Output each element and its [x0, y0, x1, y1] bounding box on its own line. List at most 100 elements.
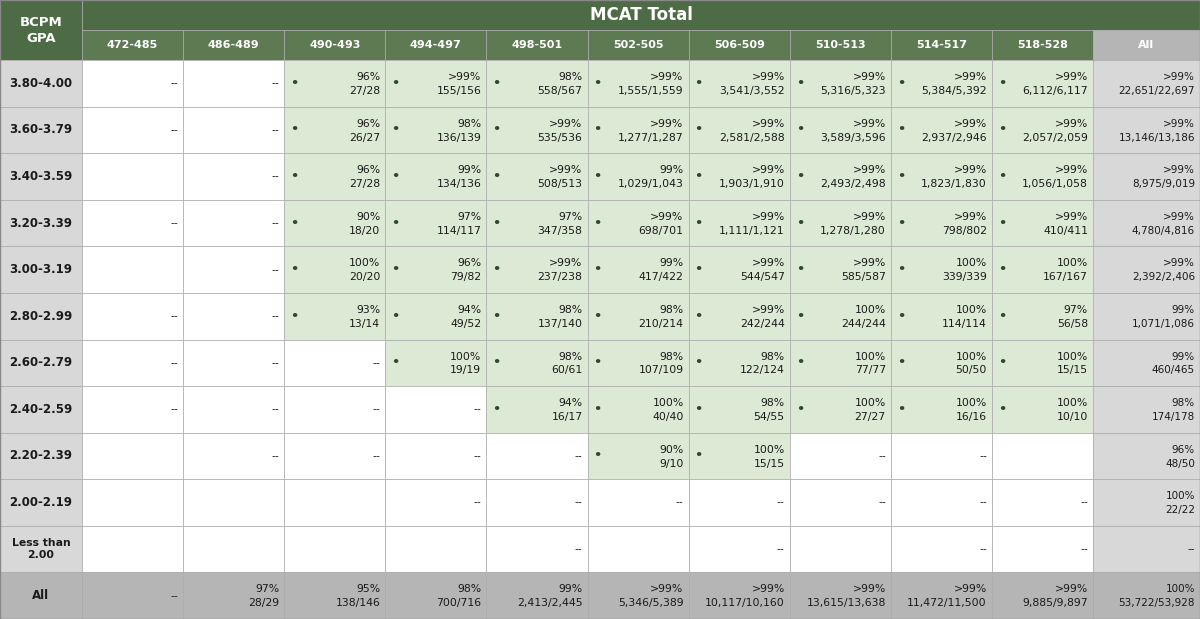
Text: 1,555/1,559: 1,555/1,559 [618, 86, 684, 96]
Bar [486, 30, 588, 60]
Bar [1093, 30, 1200, 60]
Bar [588, 433, 689, 479]
Text: >99%: >99% [852, 212, 886, 222]
Text: --: -- [170, 358, 178, 368]
Text: 1,903/1,910: 1,903/1,910 [719, 179, 785, 189]
Bar [184, 153, 284, 200]
Text: 98%: 98% [558, 305, 582, 315]
Text: •: • [594, 263, 601, 276]
Text: •: • [594, 77, 601, 90]
Bar [0, 106, 82, 153]
Text: 4,780/4,816: 4,780/4,816 [1132, 226, 1195, 236]
Text: 22,651/22,697: 22,651/22,697 [1118, 86, 1195, 96]
Bar [486, 246, 588, 293]
Text: 107/109: 107/109 [638, 365, 684, 376]
Text: >99%: >99% [1163, 212, 1195, 222]
Bar [790, 60, 890, 106]
Text: 1,071/1,086: 1,071/1,086 [1132, 319, 1195, 329]
Bar [992, 479, 1093, 526]
Text: 3,589/3,596: 3,589/3,596 [820, 132, 886, 142]
Text: 90%: 90% [659, 444, 684, 455]
Text: >99%: >99% [550, 119, 582, 129]
Bar [588, 200, 689, 246]
Bar [790, 200, 890, 246]
Bar [284, 479, 385, 526]
Text: 100%: 100% [854, 305, 886, 315]
Text: --: -- [1080, 498, 1088, 508]
Text: 494-497: 494-497 [410, 40, 462, 50]
Text: 10/10: 10/10 [1057, 412, 1088, 422]
Text: 98%: 98% [660, 352, 684, 361]
Text: 2,493/2,498: 2,493/2,498 [820, 179, 886, 189]
Text: 16/16: 16/16 [955, 412, 986, 422]
Bar [588, 339, 689, 386]
Bar [890, 479, 992, 526]
Text: •: • [594, 310, 601, 322]
Bar [790, 246, 890, 293]
Bar [992, 433, 1093, 479]
Bar [689, 573, 790, 619]
Bar [486, 386, 588, 433]
Text: •: • [290, 170, 299, 183]
Bar [284, 153, 385, 200]
Bar [82, 246, 184, 293]
Text: >99%: >99% [550, 165, 582, 175]
Text: 96%: 96% [356, 119, 380, 129]
Bar [184, 60, 284, 106]
Text: --: -- [271, 265, 280, 275]
Text: 95%: 95% [356, 584, 380, 594]
Bar [0, 293, 82, 339]
Text: >99%: >99% [954, 212, 986, 222]
Bar [486, 200, 588, 246]
Text: >99%: >99% [650, 119, 684, 129]
Text: •: • [695, 77, 703, 90]
Text: 472-485: 472-485 [107, 40, 158, 50]
Text: >99%: >99% [751, 119, 785, 129]
Text: 1,111/1,121: 1,111/1,121 [719, 226, 785, 236]
Text: •: • [896, 170, 905, 183]
Text: •: • [796, 170, 804, 183]
Text: 99%: 99% [660, 165, 684, 175]
Text: 100%: 100% [955, 305, 986, 315]
Text: •: • [695, 263, 703, 276]
Bar [1093, 573, 1200, 619]
Bar [385, 433, 486, 479]
Text: 100%: 100% [1165, 491, 1195, 501]
Bar [0, 246, 82, 293]
Bar [385, 30, 486, 60]
Text: --: -- [676, 498, 684, 508]
Text: 90%: 90% [356, 212, 380, 222]
Bar [588, 386, 689, 433]
Bar [0, 526, 82, 573]
Text: >99%: >99% [954, 584, 986, 594]
Text: --: -- [271, 404, 280, 414]
Text: >99%: >99% [751, 212, 785, 222]
Bar [588, 246, 689, 293]
Text: •: • [896, 263, 905, 276]
Text: •: • [796, 310, 804, 322]
Bar [890, 293, 992, 339]
Bar [689, 293, 790, 339]
Bar [0, 573, 82, 619]
Bar [790, 526, 890, 573]
Bar [890, 386, 992, 433]
Bar [689, 479, 790, 526]
Text: --: -- [575, 498, 582, 508]
Bar [992, 200, 1093, 246]
Text: 26/27: 26/27 [349, 132, 380, 142]
Text: 5,316/5,323: 5,316/5,323 [820, 86, 886, 96]
Text: 498-501: 498-501 [511, 40, 563, 50]
Text: --: -- [271, 451, 280, 461]
Text: 2.80-2.99: 2.80-2.99 [10, 310, 73, 322]
Text: >99%: >99% [1163, 72, 1195, 82]
Bar [0, 339, 82, 386]
Text: 3,541/3,552: 3,541/3,552 [719, 86, 785, 96]
Text: --: -- [271, 358, 280, 368]
Bar [790, 433, 890, 479]
Text: --: -- [474, 404, 481, 414]
Text: --: -- [170, 78, 178, 89]
Text: 98%: 98% [558, 72, 582, 82]
Text: >99%: >99% [1163, 119, 1195, 129]
Text: 13,146/13,186: 13,146/13,186 [1118, 132, 1195, 142]
Text: 27/27: 27/27 [854, 412, 886, 422]
